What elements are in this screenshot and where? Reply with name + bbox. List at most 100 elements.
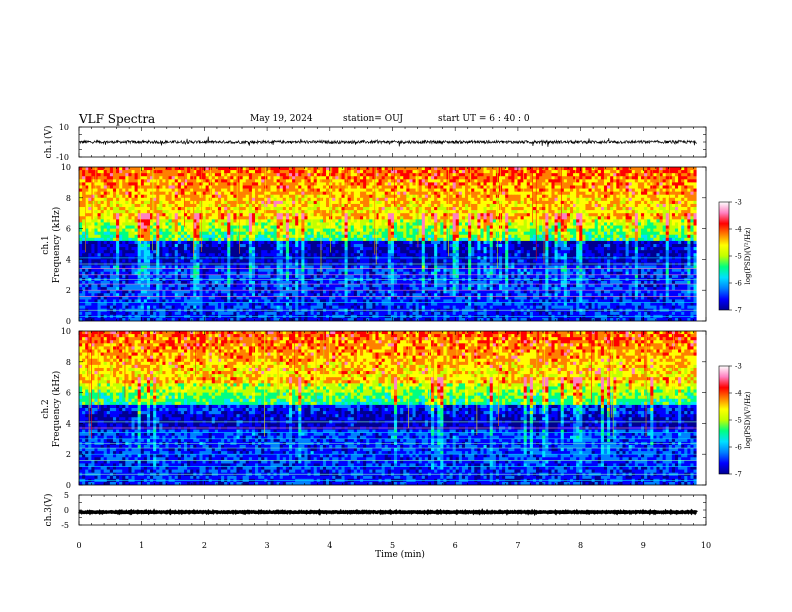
spectrogram-cell bbox=[443, 228, 447, 233]
spectrogram-cell bbox=[594, 237, 599, 242]
spectrogram-cell bbox=[319, 173, 324, 177]
spectrogram-cell bbox=[656, 185, 660, 189]
spectrogram-cell bbox=[483, 182, 488, 186]
spectrogram-cell bbox=[566, 197, 571, 202]
spectrogram-cell bbox=[301, 225, 305, 229]
spectrogram-cell bbox=[224, 167, 228, 171]
spectrogram-cell bbox=[91, 210, 95, 214]
spectrogram-cell bbox=[79, 228, 83, 233]
spectrogram-cell bbox=[387, 176, 392, 180]
spectrogram-cell bbox=[397, 188, 401, 193]
spectrogram-cell bbox=[597, 203, 602, 208]
spectrogram-cell bbox=[403, 182, 407, 186]
spectrogram-cell bbox=[214, 210, 219, 214]
spectrogram-cell bbox=[520, 167, 525, 171]
spectrogram-cell bbox=[548, 188, 552, 193]
spectrogram-cell bbox=[171, 188, 176, 193]
spectrogram-cell bbox=[681, 176, 685, 180]
spectrogram-cell bbox=[431, 237, 435, 242]
spectrogram-cell bbox=[125, 200, 129, 205]
spectrogram-cell bbox=[409, 173, 413, 177]
spectrogram-cell bbox=[116, 210, 120, 214]
spectrogram-cell bbox=[143, 210, 148, 214]
spectrogram-cell bbox=[316, 194, 321, 199]
spectrogram-cell bbox=[594, 234, 599, 239]
spectrogram-cell bbox=[82, 170, 86, 174]
spectrogram-cell bbox=[341, 207, 345, 211]
spectrogram-cell bbox=[319, 219, 324, 223]
spectrogram-cell bbox=[437, 237, 441, 242]
spectrogram-cell bbox=[313, 216, 318, 220]
spectrogram-cell bbox=[341, 194, 345, 199]
spectrogram-cell bbox=[458, 228, 463, 233]
spectrogram-cell bbox=[684, 191, 688, 196]
spectrogram-cell bbox=[662, 203, 667, 208]
spectrogram-cell bbox=[668, 176, 673, 180]
spectrogram-cell bbox=[449, 200, 454, 205]
spectrogram-cell bbox=[529, 170, 534, 174]
spectrogram-cell bbox=[267, 167, 271, 171]
spectrogram-cell bbox=[205, 237, 210, 242]
spectrogram-cell bbox=[205, 231, 210, 236]
spectrogram-cell bbox=[557, 203, 562, 208]
spectrogram-cell bbox=[140, 216, 145, 220]
spectrogram-cell bbox=[174, 197, 179, 202]
spectrogram-cell bbox=[520, 188, 525, 193]
spectrogram-cell bbox=[631, 170, 636, 174]
spectrogram-cell bbox=[128, 200, 132, 205]
spectrogram-cell bbox=[162, 173, 166, 177]
spectrogram-cell bbox=[190, 203, 194, 208]
spectrogram-cell bbox=[168, 203, 173, 208]
spectrogram-cell bbox=[261, 176, 265, 180]
spectrogram-cell bbox=[653, 234, 657, 239]
spectrogram-cell bbox=[674, 222, 679, 226]
spectrogram-cell bbox=[594, 170, 599, 174]
spectrogram-cell bbox=[514, 216, 518, 220]
spectrogram-cell bbox=[505, 170, 509, 174]
spectrogram-cell bbox=[458, 216, 463, 220]
spectrogram-cell bbox=[603, 176, 608, 180]
spectrogram-cell bbox=[502, 167, 506, 171]
spectrogram-cell bbox=[458, 231, 463, 236]
spectrogram-cell bbox=[573, 167, 577, 171]
spectrogram-cell bbox=[461, 191, 466, 196]
spectrogram-cell bbox=[594, 222, 599, 226]
spectrogram-cell bbox=[634, 173, 639, 177]
spectrogram-cell bbox=[511, 179, 515, 183]
spectrogram-cell bbox=[387, 167, 392, 171]
spectrogram-cell bbox=[659, 210, 664, 214]
spectrogram-cell bbox=[276, 197, 281, 202]
spectrogram-cell bbox=[258, 188, 262, 193]
spectrogram-cell bbox=[344, 213, 349, 217]
spectrogram-cell bbox=[514, 237, 518, 242]
spectrogram-cell bbox=[529, 237, 534, 242]
spectrogram-cell bbox=[427, 222, 432, 226]
spectrogram-cell bbox=[322, 179, 327, 183]
spectrogram-cell bbox=[202, 237, 207, 242]
spectrogram-cell bbox=[79, 188, 83, 193]
spectrogram-cell bbox=[85, 176, 89, 180]
spectrogram-cell bbox=[125, 203, 129, 208]
spectrogram-cell bbox=[97, 185, 102, 189]
spectrogram-cell bbox=[276, 231, 281, 236]
spectrogram-cell bbox=[79, 231, 83, 236]
spectrogram-cell bbox=[369, 173, 373, 177]
spectrogram-cell bbox=[594, 191, 599, 196]
spectrogram-cell bbox=[134, 237, 139, 242]
spectrogram-cell bbox=[421, 170, 426, 174]
spectrogram-cell bbox=[468, 167, 472, 171]
spectrogram-cell bbox=[406, 231, 410, 236]
spectrogram-cell bbox=[443, 222, 447, 226]
spectrogram-cell bbox=[143, 191, 148, 196]
spectrogram-cell bbox=[109, 216, 114, 220]
spectrogram-cell bbox=[576, 228, 580, 233]
spectrogram-cell bbox=[502, 231, 506, 236]
spectrogram-cell bbox=[384, 185, 389, 189]
spectrogram-cell bbox=[603, 207, 608, 211]
spectrogram-cell bbox=[526, 188, 531, 193]
spectrogram-cell bbox=[508, 207, 512, 211]
spectrogram-cell bbox=[230, 237, 234, 242]
spectrogram-cell bbox=[227, 231, 231, 236]
spectrogram-cell bbox=[644, 210, 648, 214]
spectrogram-cell bbox=[406, 228, 410, 233]
